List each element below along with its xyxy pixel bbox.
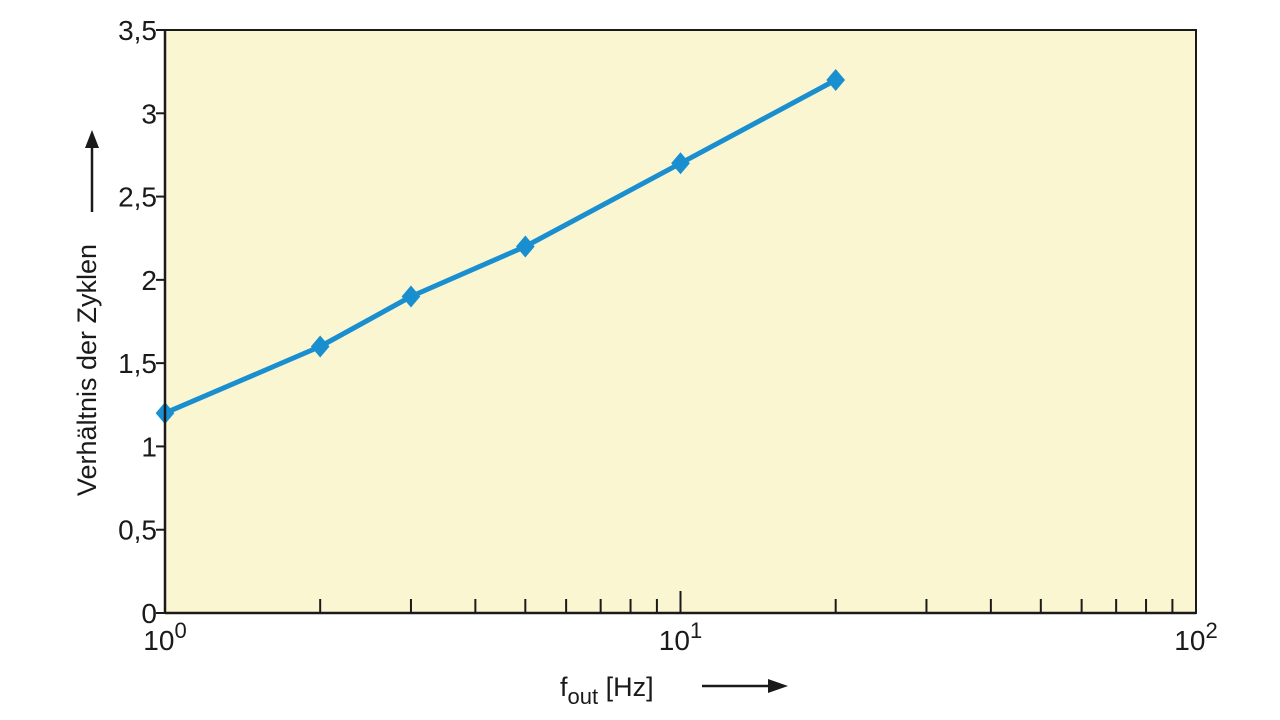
data-point-marker xyxy=(826,68,846,91)
x-minor-ticks xyxy=(319,599,1174,613)
data-point-marker xyxy=(671,152,690,175)
y-tick-label: 1,5 xyxy=(118,348,157,379)
x-axis-arrow-icon xyxy=(702,679,788,693)
x-axis-label-sub: out xyxy=(568,684,599,709)
y-axis-label: Verhältnis der Zyklen xyxy=(72,244,102,496)
data-point-marker xyxy=(310,335,330,358)
y-tick-label: 2,5 xyxy=(118,182,157,213)
plot-area xyxy=(164,29,1197,614)
y-tick-label: 2 xyxy=(141,265,157,296)
x-axis-label: fout [Hz] xyxy=(560,672,654,709)
data-point-marker xyxy=(401,285,421,308)
y-tick-label: 1 xyxy=(141,431,157,462)
x-axis-label-main: f xyxy=(560,672,568,702)
y-tick-label: 0 xyxy=(141,598,157,629)
y-tick-label: 3 xyxy=(141,98,157,129)
x-tick-label: 100 xyxy=(143,618,186,656)
data-point-marker xyxy=(515,235,535,258)
x-tick-label: 102 xyxy=(1174,618,1217,656)
x-axis-label-unit: [Hz] xyxy=(598,672,654,702)
data-points xyxy=(155,68,846,425)
series-line xyxy=(164,77,837,416)
y-tick-label: 3,5 xyxy=(118,15,157,46)
y-axis-arrow-icon xyxy=(85,130,99,212)
x-ticks: 100 101 102 xyxy=(143,591,1218,656)
y-ticks: 0 0,5 1 1,5 2 2,5 3 3,5 xyxy=(118,15,165,629)
y-tick-label: 0,5 xyxy=(118,515,157,546)
x-tick-label: 101 xyxy=(659,618,702,656)
